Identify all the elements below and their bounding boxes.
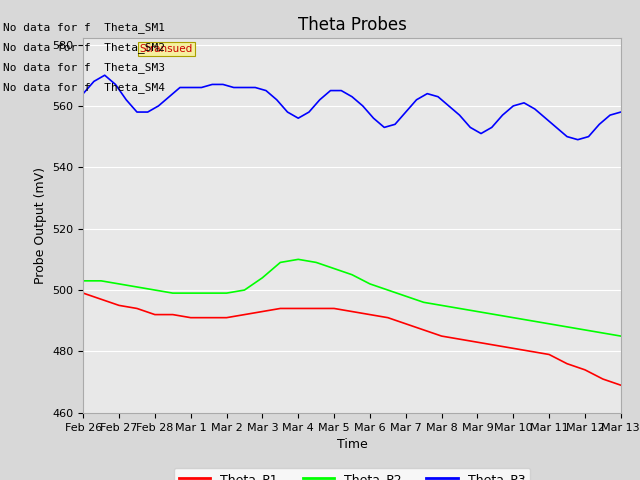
Text: No data for f  Theta_SM1: No data for f Theta_SM1 bbox=[3, 22, 165, 33]
Text: No data for f  Theta_SM4: No data for f Theta_SM4 bbox=[3, 82, 165, 93]
Text: No data for f  Theta_SM2: No data for f Theta_SM2 bbox=[3, 42, 165, 53]
Text: Stransued: Stransued bbox=[140, 44, 193, 54]
Legend: Theta_P1, Theta_P2, Theta_P3: Theta_P1, Theta_P2, Theta_P3 bbox=[173, 468, 531, 480]
Text: No data for f  Theta_SM3: No data for f Theta_SM3 bbox=[3, 62, 165, 73]
Y-axis label: Probe Output (mV): Probe Output (mV) bbox=[34, 167, 47, 284]
Title: Theta Probes: Theta Probes bbox=[298, 16, 406, 34]
X-axis label: Time: Time bbox=[337, 438, 367, 451]
